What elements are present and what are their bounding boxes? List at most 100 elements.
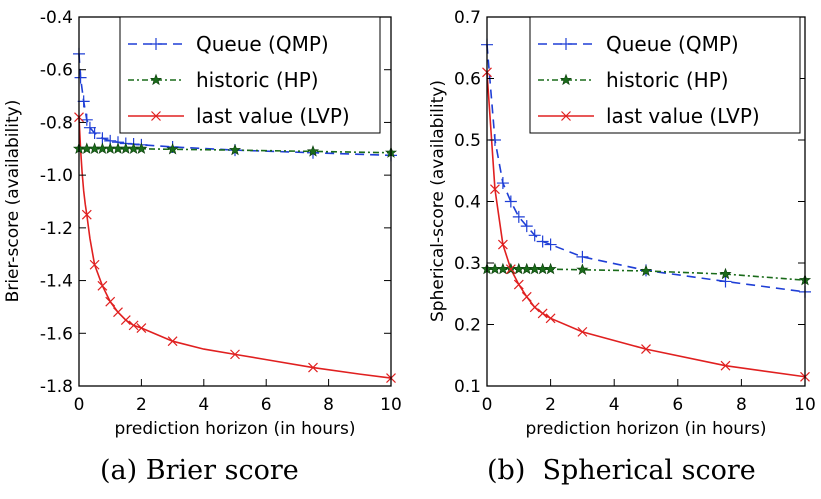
data-point-series-2 xyxy=(230,349,240,360)
data-point-series-2 xyxy=(529,302,540,313)
legend-label-1: historic (HP) xyxy=(606,68,729,92)
data-point-series-0 xyxy=(536,235,549,248)
data-point-series-2 xyxy=(308,362,318,373)
data-point-series-0 xyxy=(496,177,509,190)
y-tick-label: -1.0 xyxy=(40,166,73,186)
legend-box xyxy=(119,16,381,134)
y-tick-label: 0.4 xyxy=(454,193,481,213)
legend-label-0: Queue (QMP) xyxy=(196,32,329,56)
legend-marker-2 xyxy=(561,111,571,121)
data-point-series-2 xyxy=(97,280,108,291)
data-point-series-2 xyxy=(136,323,147,333)
data-point-series-2 xyxy=(505,264,516,275)
data-point-series-2 xyxy=(89,259,100,270)
data-point-series-2 xyxy=(490,184,500,195)
data-point-series-2 xyxy=(120,315,131,326)
data-point-series-0 xyxy=(83,121,96,134)
x-tick-label: 10 xyxy=(380,395,402,415)
x-tick-label: 0 xyxy=(482,395,493,415)
data-point-series-1 xyxy=(536,262,549,275)
data-point-series-1 xyxy=(306,145,320,157)
brier-score-chart: 0 2 4 6 8 10 -0.4 -0.6 -0.8 -1.0 -1.2 -1.4 -1.6 -1.8 p… xyxy=(3,8,402,439)
legend-marker-1 xyxy=(149,73,163,86)
legend-marker-1 xyxy=(559,73,573,86)
spherical-score-chart: 0 2 4 6 8 10 0.7 0.6 0.5 0.4 0.3 0.2 0.1 prediction h… xyxy=(428,8,816,439)
data-point-series-1 xyxy=(166,142,179,155)
data-point-series-2 xyxy=(497,239,508,250)
x-tick-label: 8 xyxy=(736,395,747,415)
y-tick-label: 0.5 xyxy=(454,131,481,151)
data-point-series-0 xyxy=(504,195,517,208)
data-point-series-2 xyxy=(720,360,731,371)
x-tick-label: 2 xyxy=(545,395,556,415)
x-tick-label: 6 xyxy=(672,395,683,415)
data-point-series-1 xyxy=(528,262,541,275)
data-point-series-1 xyxy=(544,262,557,275)
data-point-series-1 xyxy=(520,262,533,275)
data-point-series-0 xyxy=(719,275,732,288)
legend-box xyxy=(529,16,801,134)
data-point-series-0 xyxy=(77,95,90,108)
x-tick-label: 4 xyxy=(198,395,209,415)
data-point-series-0 xyxy=(80,113,93,126)
data-point-series-2 xyxy=(113,307,123,318)
y-axis-label: Spherical-score (availability) xyxy=(428,80,448,322)
x-tick-label: 0 xyxy=(74,395,85,415)
y-tick-label: -0.4 xyxy=(40,8,73,28)
x-tick-label: 4 xyxy=(609,395,620,415)
x-axis-label: prediction horizon (in hours) xyxy=(114,419,355,439)
legend-label-0: Queue (QMP) xyxy=(606,32,739,56)
data-point-series-0 xyxy=(576,250,589,263)
data-point-series-0 xyxy=(528,229,541,242)
y-tick-label: 0.6 xyxy=(454,70,481,90)
legend-marker-2 xyxy=(151,111,161,121)
data-point-series-2 xyxy=(105,296,116,307)
data-point-series-0 xyxy=(520,220,533,233)
data-point-series-2 xyxy=(545,313,556,324)
y-tick-label: 0.2 xyxy=(454,316,481,336)
y-tick-label: -0.6 xyxy=(40,61,73,81)
data-point-series-2 xyxy=(128,320,139,331)
data-point-series-1 xyxy=(719,267,732,280)
data-point-series-2 xyxy=(513,279,524,290)
x-axis-label: prediction horizon (in hours) xyxy=(525,419,766,439)
legend-label-1: historic (HP) xyxy=(196,68,319,92)
x-tick-label: 2 xyxy=(136,395,147,415)
data-point-series-1 xyxy=(576,263,589,275)
caption-spherical-score: (b) Spherical score xyxy=(487,455,756,486)
y-tick-label: -1.2 xyxy=(40,219,73,239)
data-point-series-0 xyxy=(88,126,101,139)
data-point-series-0 xyxy=(512,210,525,223)
data-point-series-2 xyxy=(641,344,651,355)
data-point-series-1 xyxy=(135,142,148,154)
legend-label-2: last value (LVP) xyxy=(606,104,760,128)
data-point-series-2 xyxy=(537,308,548,319)
caption-brier-score: (a) Brier score xyxy=(100,455,299,486)
legend-marker-0 xyxy=(560,38,572,50)
x-tick-label: 10 xyxy=(794,395,816,415)
y-axis-label: Brier-score (availability) xyxy=(3,100,23,303)
data-point-series-2 xyxy=(81,209,92,220)
data-point-series-1 xyxy=(228,143,242,156)
y-tick-label: -1.6 xyxy=(40,324,73,344)
data-point-series-0 xyxy=(74,71,87,84)
legend-marker-0 xyxy=(150,38,162,50)
data-point-series-1 xyxy=(639,264,653,277)
x-tick-label: 8 xyxy=(323,395,334,415)
data-point-series-0 xyxy=(96,132,109,145)
y-tick-label: 0.3 xyxy=(454,254,481,274)
data-point-series-2 xyxy=(521,291,532,302)
y-tick-label: 0.7 xyxy=(454,8,481,28)
data-point-series-2 xyxy=(577,326,588,337)
data-point-series-2 xyxy=(167,336,178,347)
y-tick-label: -1.4 xyxy=(40,272,73,292)
x-tick-label: 6 xyxy=(261,395,272,415)
data-point-series-0 xyxy=(544,238,557,251)
y-tick-label: 0.1 xyxy=(454,377,481,397)
data-point-series-1 xyxy=(488,262,501,275)
y-tick-label: -0.8 xyxy=(40,113,73,133)
y-tick-label: -1.8 xyxy=(40,377,73,397)
legend-label-2: last value (LVP) xyxy=(196,104,350,128)
series-line-2 xyxy=(78,117,392,379)
